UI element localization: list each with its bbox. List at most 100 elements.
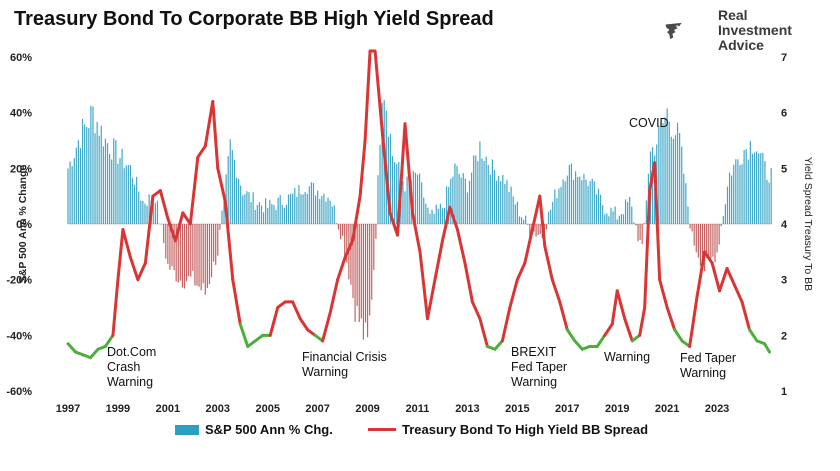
sp500-bar bbox=[421, 182, 423, 224]
sp500-bar bbox=[666, 108, 668, 224]
sp500-bar bbox=[443, 207, 446, 224]
sp500-bar bbox=[537, 224, 539, 235]
sp500-bar bbox=[377, 175, 379, 224]
sp500-bar bbox=[460, 177, 462, 224]
sp500-bar bbox=[394, 162, 396, 224]
sp500-bar bbox=[473, 155, 475, 224]
sp500-bar bbox=[144, 203, 146, 224]
sp500-bar bbox=[726, 186, 729, 224]
sp500-bar bbox=[485, 156, 487, 224]
spread-line-segment bbox=[603, 322, 614, 337]
sp500-bar bbox=[161, 224, 163, 225]
spread-line-segment bbox=[523, 228, 534, 265]
sp500-bar bbox=[481, 158, 483, 224]
legend: S&P 500 Ann % Chg. Treasury Bond To High… bbox=[0, 422, 840, 442]
sp500-bar bbox=[441, 208, 444, 224]
sp500-bar bbox=[262, 212, 265, 224]
sp500-bar bbox=[106, 143, 109, 224]
spread-line-segment bbox=[463, 261, 474, 304]
sp500-bar bbox=[273, 205, 275, 224]
sp500-bar bbox=[221, 210, 223, 224]
sp500-bar bbox=[300, 194, 302, 224]
sp500-bar bbox=[595, 194, 598, 224]
sp500-bar bbox=[753, 152, 756, 224]
y-tick-left: -60% bbox=[6, 386, 32, 398]
sp500-bar bbox=[477, 161, 479, 224]
sp500-bar bbox=[408, 178, 410, 224]
spread-line-segment bbox=[610, 289, 619, 326]
sp500-bar bbox=[435, 204, 437, 224]
sp500-bar bbox=[668, 121, 670, 224]
sp500-bar bbox=[637, 224, 639, 242]
sp500-bar bbox=[450, 178, 452, 224]
sp500-bar bbox=[610, 207, 612, 224]
sp500-bar bbox=[250, 201, 252, 224]
spread-line-segment bbox=[440, 205, 452, 243]
sp500-bar bbox=[423, 197, 425, 224]
sp500-bar bbox=[154, 203, 156, 224]
sp500-bar bbox=[344, 224, 346, 257]
sp500-bar bbox=[429, 213, 431, 224]
spread-line-segment bbox=[321, 311, 332, 343]
spread-line-segment bbox=[166, 216, 177, 243]
sp500-bar bbox=[77, 140, 80, 224]
sp500-bar bbox=[96, 121, 98, 224]
annotation-text: COVID bbox=[629, 116, 669, 130]
sp500-bar bbox=[206, 224, 208, 288]
sp500-bar bbox=[589, 181, 591, 224]
sp500-bar bbox=[516, 201, 518, 224]
sp500-bar bbox=[758, 153, 760, 224]
sp500-bar bbox=[100, 125, 102, 224]
x-tick-label: 2007 bbox=[305, 403, 329, 415]
sp500-bar bbox=[296, 196, 298, 224]
sp500-bar bbox=[751, 153, 754, 224]
sp500-bar bbox=[593, 181, 595, 224]
sp500-bar bbox=[317, 190, 319, 224]
annotation-text: Fed Taper bbox=[511, 360, 567, 374]
sp500-bar bbox=[562, 179, 564, 224]
annotation-text: Dot.Com bbox=[107, 345, 156, 359]
sp500-bar bbox=[414, 172, 417, 224]
spread-line-segment bbox=[173, 211, 185, 243]
sp500-bar bbox=[520, 217, 523, 224]
spread-line-segment bbox=[306, 328, 317, 337]
annotation-text: Warning bbox=[302, 365, 348, 379]
sp500-bar bbox=[196, 224, 198, 286]
sp500-bar bbox=[670, 136, 672, 224]
sp500-bar bbox=[329, 200, 331, 224]
sp500-bar bbox=[208, 224, 211, 285]
sp500-bar bbox=[290, 193, 292, 224]
sp500-bar bbox=[404, 191, 406, 224]
sp500-bar bbox=[373, 224, 375, 270]
sp500-bar bbox=[181, 224, 184, 288]
sp500-bar bbox=[495, 180, 498, 224]
sp500-bar bbox=[283, 207, 285, 224]
spread-line-segment bbox=[748, 328, 759, 343]
sp500-bar bbox=[620, 214, 622, 224]
spread-line-segment bbox=[455, 228, 467, 265]
sp500-bar bbox=[743, 150, 745, 224]
sp500-bar bbox=[279, 195, 281, 224]
sp500-bar bbox=[396, 163, 398, 224]
sp500-bar bbox=[695, 224, 697, 253]
sp500-bar bbox=[722, 216, 724, 224]
sp500-bar bbox=[487, 164, 489, 224]
x-tick-label: 2005 bbox=[255, 403, 279, 415]
annotation-text: BREXIT bbox=[511, 345, 557, 359]
sp500-bar bbox=[358, 224, 360, 323]
legend-item-line: Treasury Bond To High Yield BB Spread bbox=[368, 422, 648, 437]
spread-line-segment bbox=[558, 300, 569, 332]
sp500-bar bbox=[346, 224, 348, 263]
sp500-bar bbox=[645, 200, 647, 224]
sp500-bar bbox=[456, 165, 458, 224]
sp500-bar bbox=[156, 200, 159, 224]
sp500-bar bbox=[733, 164, 735, 224]
sp500-bar bbox=[275, 209, 277, 224]
sp500-bar bbox=[681, 146, 683, 224]
sp500-bar bbox=[204, 224, 206, 295]
sp500-bar bbox=[575, 171, 577, 224]
sp500-bar bbox=[183, 224, 186, 289]
sp500-bar bbox=[138, 191, 140, 224]
sp500-bar bbox=[749, 140, 751, 224]
spread-line-segment bbox=[343, 239, 355, 259]
